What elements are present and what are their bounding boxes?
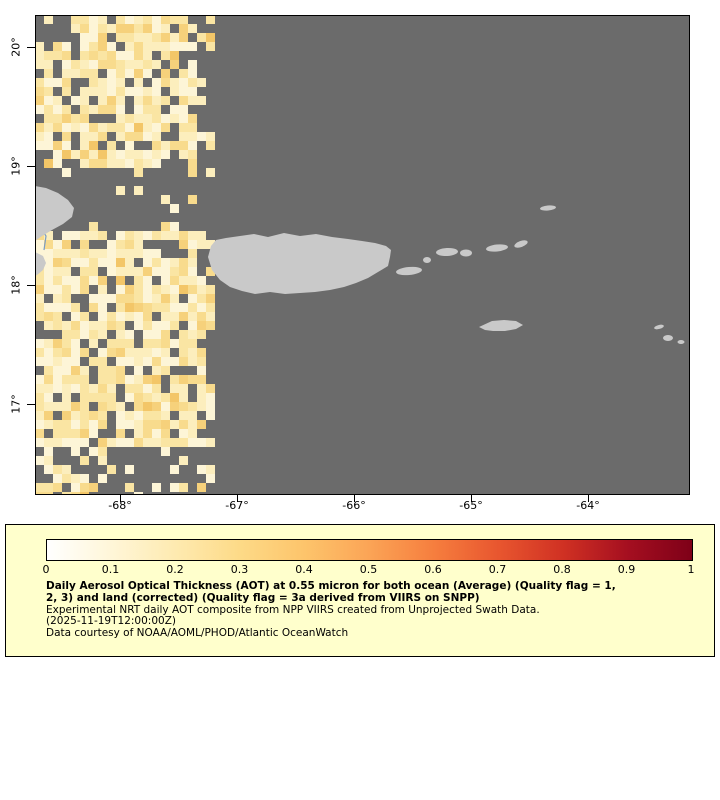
map-plot bbox=[27, 15, 690, 502]
virgin-gorda-island bbox=[514, 240, 528, 248]
colorbar-tick-0.7: 0.7 bbox=[488, 563, 507, 576]
legend-text-block: Daily Aerosol Optical Thickness (AOT) at… bbox=[46, 580, 616, 640]
y-axis-label-19: 19° bbox=[9, 156, 23, 176]
y-axis-label-18: 18° bbox=[9, 275, 23, 295]
colorbar-gradient bbox=[46, 539, 693, 561]
colorbar-tick-0.5: 0.5 bbox=[359, 563, 378, 576]
legend-timestamp: (2025-11-19T12:00:00Z) bbox=[46, 615, 176, 628]
st-martin-island bbox=[663, 335, 673, 341]
anguilla-island bbox=[654, 324, 664, 330]
anegada-island bbox=[540, 205, 556, 211]
st-croix-island bbox=[479, 320, 523, 331]
aot-data-pixels bbox=[35, 15, 215, 495]
colorbar-tick-0.3: 0.3 bbox=[230, 563, 249, 576]
y-axis-label-17: 17° bbox=[9, 394, 23, 414]
x-axis-label-minus65: -65° bbox=[459, 499, 483, 512]
map-content bbox=[35, 15, 690, 495]
y-axis-label-20: 20° bbox=[9, 37, 23, 57]
vieques-island bbox=[396, 266, 422, 276]
culebra-island bbox=[423, 257, 431, 263]
x-axis-label-minus66: -66° bbox=[342, 499, 366, 512]
st-john-island bbox=[460, 249, 472, 257]
tortola-island bbox=[486, 244, 508, 252]
legend-title-line2: 2, 3) and land (corrected) (Quality flag… bbox=[46, 591, 480, 604]
legend-panel: 0 0.1 0.2 0.3 0.4 0.5 0.6 0.7 0.8 0.9 1 Daily Aero… bbox=[5, 524, 715, 657]
legend-credit: Data courtesy of NOAA/AOML/PHOD/Atlantic… bbox=[46, 627, 349, 640]
puerto-rico-landmass bbox=[208, 233, 391, 294]
colorbar-tick-1: 1 bbox=[687, 563, 695, 576]
st-barthelemy-island bbox=[677, 340, 685, 344]
legend-title-line1: Daily Aerosol Optical Thickness (AOT) at… bbox=[46, 580, 616, 592]
colorbar-tick-0.8: 0.8 bbox=[553, 563, 571, 576]
hispaniola-landmass bbox=[35, 186, 74, 241]
colorbar-tick-0.4: 0.4 bbox=[295, 563, 313, 576]
hispaniola-coast-sliver bbox=[35, 252, 46, 276]
legend-description: Experimental NRT daily AOT composite fro… bbox=[46, 603, 540, 616]
x-axis-label-minus64: -64° bbox=[576, 499, 600, 512]
x-axis-label-minus67: -67° bbox=[225, 499, 249, 512]
map-frame bbox=[35, 15, 690, 495]
colorbar-tick-0: 0 bbox=[42, 563, 50, 576]
colorbar-tick-0.2: 0.2 bbox=[166, 563, 184, 576]
colorbar-tick-0.6: 0.6 bbox=[424, 563, 442, 576]
colorbar-tick-0.1: 0.1 bbox=[101, 563, 120, 576]
colorbar-tick-0.9: 0.9 bbox=[617, 563, 636, 576]
x-axis-label-minus68: -68° bbox=[108, 499, 132, 512]
st-thomas-island bbox=[436, 247, 458, 257]
axis-ticks bbox=[27, 47, 589, 502]
